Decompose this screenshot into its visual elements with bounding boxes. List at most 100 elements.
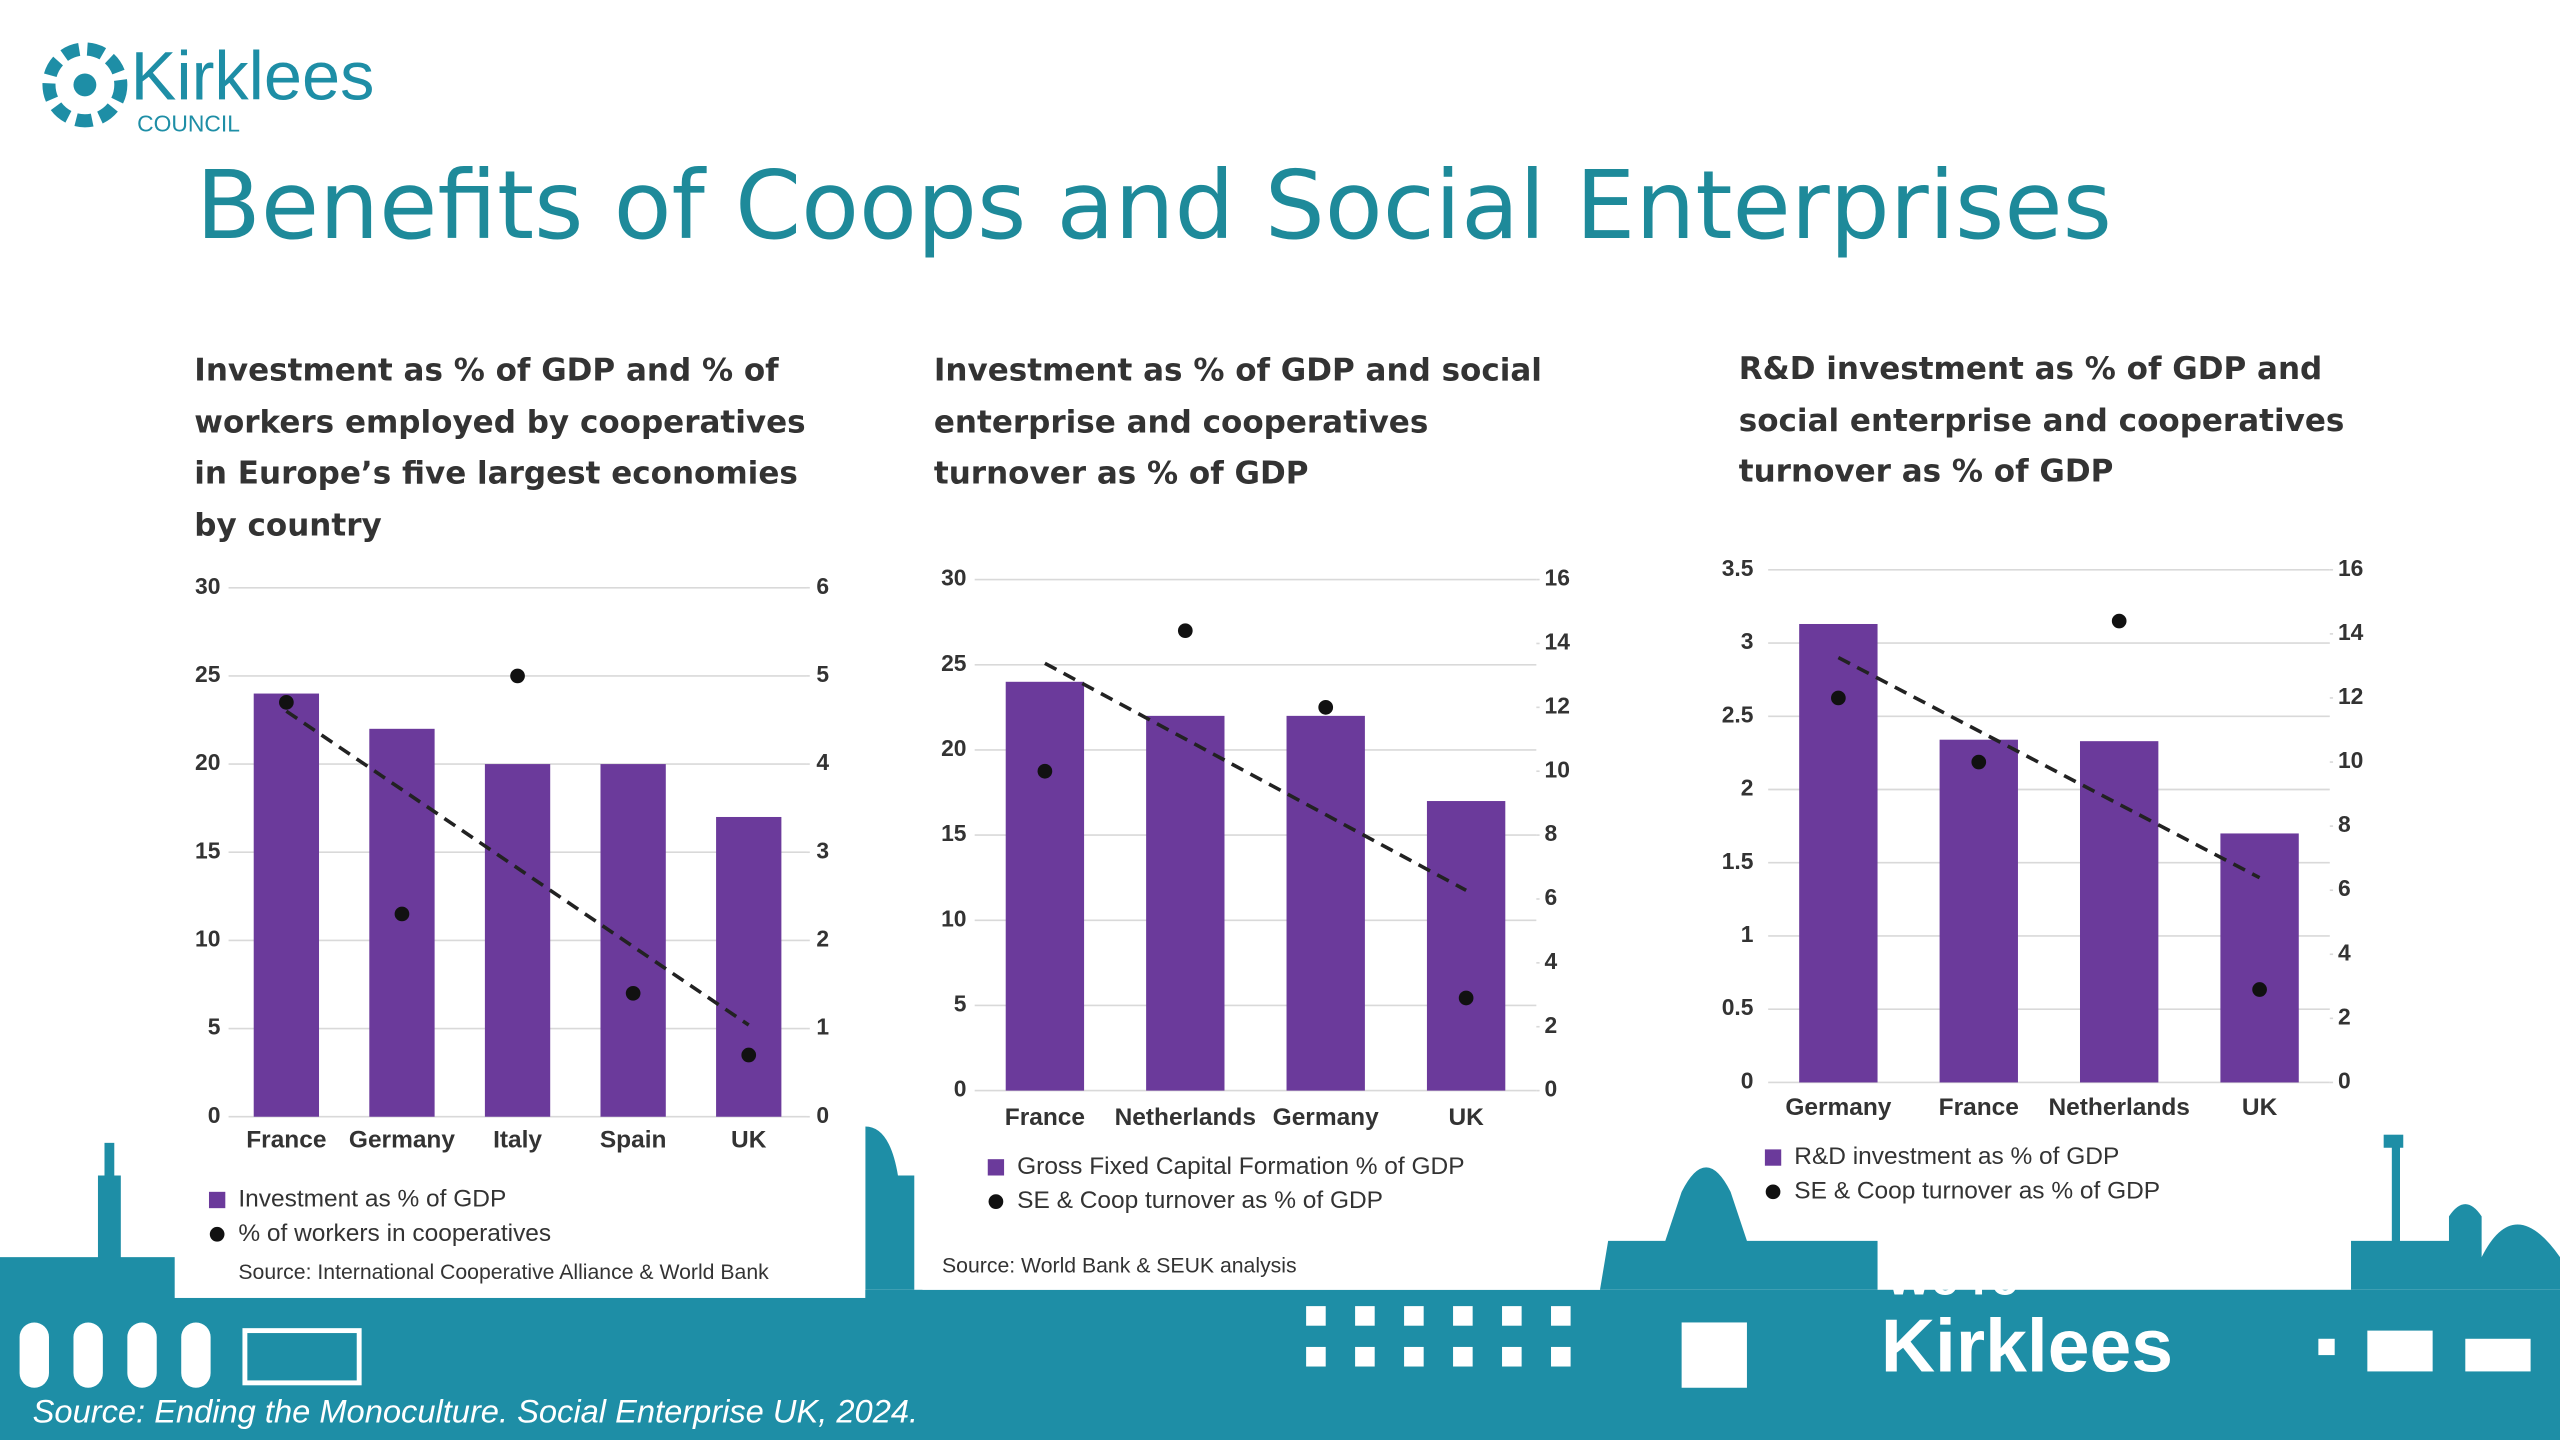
logo-text: Kirklees — [131, 38, 375, 115]
dot — [1458, 990, 1474, 1006]
y2-tick-label: 16 — [2338, 555, 2363, 581]
y2-tick-label: 14 — [1544, 628, 1570, 654]
x-tick-label: France — [1939, 1094, 2019, 1121]
y2-tick-label: 1 — [816, 1014, 829, 1040]
y-tick-label: 2.5 — [1722, 701, 1754, 727]
dot — [2111, 613, 2127, 629]
dot — [2252, 982, 2267, 997]
y-tick-label: 0.5 — [1722, 994, 1754, 1020]
bar — [600, 764, 666, 1117]
dot — [1037, 763, 1053, 779]
x-tick-label: UK — [1448, 1104, 1484, 1131]
x-tick-label: Netherlands — [1115, 1104, 1256, 1131]
y2-tick-label: 4 — [1544, 948, 1557, 974]
y-tick-label: 10 — [941, 905, 966, 931]
dot — [741, 1047, 757, 1063]
bar — [1146, 715, 1225, 1091]
brand-bottom: Kirklees — [1881, 1304, 2173, 1388]
y2-tick-label: 8 — [2338, 811, 2351, 837]
y-tick-label: 5 — [208, 1014, 221, 1040]
dot — [279, 695, 294, 710]
y2-tick-label: 4 — [2338, 939, 2351, 965]
y-tick-label: 3 — [1741, 628, 1754, 654]
x-tick-label: France — [246, 1127, 326, 1154]
legend-swatch — [987, 1159, 1005, 1176]
y2-tick-label: 0 — [2338, 1067, 2351, 1093]
x-tick-label: Germany — [1273, 1104, 1379, 1131]
dot — [510, 668, 525, 684]
legend-label: Gross Fixed Capital Formation % of GDP — [1017, 1153, 1464, 1180]
bar — [1286, 715, 1365, 1091]
legend-swatch — [209, 1226, 225, 1242]
trend-line — [1044, 661, 1467, 892]
y-tick-label: 20 — [941, 735, 966, 761]
legend-swatch — [1764, 1149, 1782, 1166]
legend-label: R&D investment as % of GDP — [1794, 1143, 2119, 1170]
y2-tick-label: 3 — [816, 837, 829, 863]
y-tick-label: 25 — [195, 661, 221, 687]
y-tick-label: 25 — [941, 650, 967, 676]
y-tick-label: 1 — [1741, 921, 1754, 947]
skyline-windows — [19, 1306, 2531, 1388]
y2-tick-label: 6 — [1544, 884, 1557, 910]
legend-swatch — [988, 1194, 1004, 1209]
chart-source: Source: International Cooperative Allian… — [238, 1261, 769, 1284]
bar — [253, 693, 320, 1117]
legend-swatch — [1765, 1184, 1781, 1200]
chart-title: Investment as % of GDP and social enterp… — [933, 352, 1542, 492]
x-tick-label: Netherlands — [2048, 1094, 2189, 1121]
y2-tick-label: 4 — [816, 749, 829, 775]
footer-source: Source: Ending the Monoculture. Social E… — [33, 1392, 918, 1429]
y-tick-label: 20 — [195, 749, 220, 775]
dot — [1971, 754, 1987, 770]
x-tick-label: France — [1005, 1104, 1085, 1131]
y2-tick-label: 10 — [1544, 756, 1569, 782]
logo-subtext: COUNCIL — [137, 111, 240, 137]
chart-title: Investment as % of GDP and % of workers … — [194, 352, 806, 543]
y2-tick-label: 2 — [1544, 1012, 1557, 1038]
logo — [42, 42, 128, 128]
chart-title: R&D investment as % of GDP and social en… — [1738, 351, 2345, 490]
bar — [369, 728, 435, 1117]
y-tick-label: 2 — [1741, 775, 1754, 801]
slide-title: Benefits of Coops and Social Enterprises — [196, 151, 2112, 261]
y-tick-label: 15 — [941, 820, 967, 846]
y-tick-label: 3.5 — [1722, 555, 1754, 581]
y2-tick-label: 0 — [1544, 1076, 1557, 1102]
y-tick-label: 1.5 — [1722, 848, 1754, 874]
y2-tick-label: 5 — [816, 661, 829, 687]
bar — [484, 764, 551, 1117]
bar — [1426, 801, 1506, 1091]
y-tick-label: 30 — [195, 573, 220, 599]
y2-tick-label: 12 — [2338, 683, 2363, 709]
bar — [1939, 739, 2018, 1083]
y2-tick-label: 2 — [816, 925, 829, 951]
y-tick-label: 0 — [1741, 1067, 1754, 1093]
x-tick-label: Germany — [349, 1127, 455, 1154]
skyline — [0, 1126, 2560, 1440]
legend-label: SE & Coop turnover as % of GDP — [1017, 1187, 1383, 1214]
x-tick-label: UK — [731, 1127, 767, 1154]
chart-source: Source: World Bank & SEUK analysis — [942, 1255, 1297, 1278]
legend-label: SE & Coop turnover as % of GDP — [1794, 1177, 2160, 1204]
dot — [1318, 699, 1334, 715]
y-tick-label: 5 — [954, 990, 967, 1016]
y2-tick-label: 16 — [1544, 565, 1569, 591]
y-tick-label: 10 — [195, 925, 220, 951]
bar — [1005, 681, 1085, 1091]
y2-tick-label: 6 — [816, 573, 829, 599]
brand-top: We’re — [1886, 1252, 2018, 1306]
y2-tick-label: 8 — [1544, 820, 1557, 846]
legend-swatch — [208, 1191, 226, 1209]
y2-tick-label: 6 — [2338, 875, 2351, 901]
bar — [2079, 741, 2159, 1083]
y2-tick-label: 2 — [2338, 1003, 2351, 1029]
dot — [1831, 690, 1846, 706]
dot — [394, 906, 410, 922]
trend-line — [285, 709, 750, 1027]
legend-label: Investment as % of GDP — [238, 1185, 506, 1212]
bar — [716, 816, 782, 1117]
x-tick-label: UK — [2242, 1094, 2278, 1121]
x-tick-label: Germany — [1785, 1094, 1891, 1121]
